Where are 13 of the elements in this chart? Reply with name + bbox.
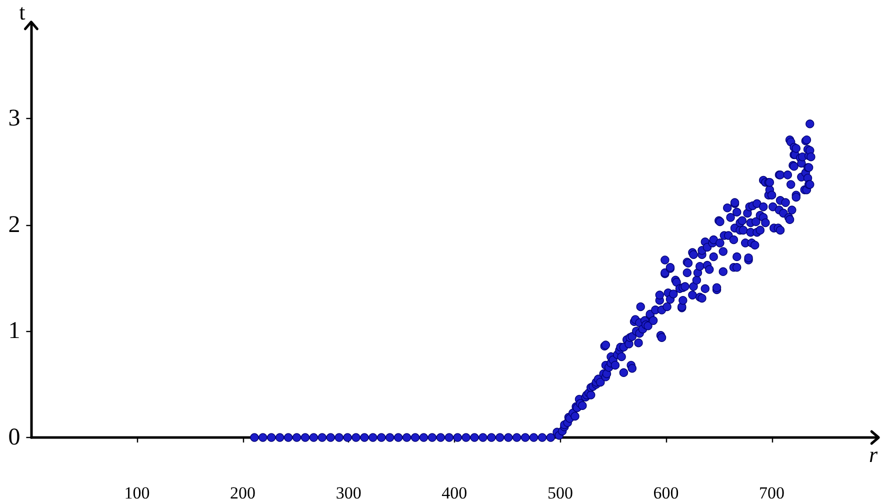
x-tick-label: 100 bbox=[124, 484, 150, 502]
y-tick-label: 1 bbox=[8, 318, 20, 344]
x-axis-title: r bbox=[869, 442, 878, 467]
x-tick-label: 300 bbox=[336, 484, 362, 502]
x-tick-label: 700 bbox=[759, 484, 785, 502]
y-tick-label: 0 bbox=[8, 424, 20, 450]
y-axis-title: t bbox=[19, 0, 26, 24]
x-tick-label: 500 bbox=[547, 484, 573, 502]
y-tick-label: 3 bbox=[8, 106, 20, 132]
y-tick-label: 2 bbox=[8, 212, 20, 238]
x-tick-label: 200 bbox=[230, 484, 256, 502]
x-tick-label: 600 bbox=[653, 484, 679, 502]
x-tick-label: 400 bbox=[442, 484, 468, 502]
